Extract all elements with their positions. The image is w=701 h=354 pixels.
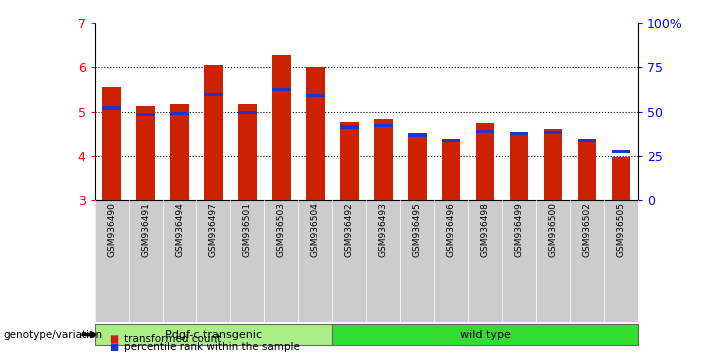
Text: GSM936496: GSM936496 (447, 202, 456, 257)
Bar (306, 67, 325, 200)
Text: GSM936505: GSM936505 (616, 202, 625, 257)
Bar (476, 122, 494, 200)
Bar (510, 133, 529, 200)
Text: percentile rank within the sample: percentile rank within the sample (124, 342, 300, 352)
Bar (204, 65, 223, 200)
Text: genotype/variation: genotype/variation (4, 330, 102, 339)
Text: GSM936497: GSM936497 (209, 202, 218, 257)
Bar (442, 139, 461, 200)
Bar (102, 107, 121, 109)
Text: GSM936499: GSM936499 (515, 202, 524, 257)
Bar (408, 133, 426, 137)
Bar (510, 132, 529, 135)
Bar (374, 124, 393, 127)
Bar (611, 150, 630, 153)
Bar (204, 93, 223, 96)
Bar (238, 104, 257, 200)
Bar (340, 125, 359, 129)
Bar (544, 129, 562, 200)
Bar (476, 130, 494, 133)
Bar (442, 139, 461, 142)
Text: ■: ■ (109, 342, 118, 352)
Text: GSM936502: GSM936502 (583, 202, 592, 257)
Bar (611, 156, 630, 200)
Bar (136, 106, 155, 200)
Bar (170, 112, 189, 115)
Bar (578, 139, 597, 142)
Text: GSM936501: GSM936501 (243, 202, 252, 257)
Text: GSM936491: GSM936491 (141, 202, 150, 257)
Text: GSM936492: GSM936492 (345, 202, 354, 257)
Text: GSM936504: GSM936504 (311, 202, 320, 257)
Bar (170, 104, 189, 200)
Bar (272, 55, 291, 200)
Text: ■: ■ (109, 335, 118, 344)
Text: GSM936495: GSM936495 (413, 202, 422, 257)
Bar (272, 88, 291, 91)
Bar (238, 111, 257, 114)
Text: GSM936493: GSM936493 (379, 202, 388, 257)
Text: GSM936494: GSM936494 (175, 202, 184, 257)
Bar (578, 140, 597, 200)
Bar (544, 131, 562, 134)
Text: GSM936500: GSM936500 (548, 202, 557, 257)
Bar (340, 122, 359, 200)
Bar (374, 119, 393, 200)
Text: GSM936498: GSM936498 (481, 202, 489, 257)
Bar (102, 87, 121, 200)
Bar (136, 113, 155, 116)
Text: transformed count: transformed count (124, 335, 222, 344)
Bar (408, 136, 426, 200)
Text: wild type: wild type (460, 330, 510, 339)
Text: GSM936490: GSM936490 (107, 202, 116, 257)
Text: Pdgf-c transgenic: Pdgf-c transgenic (165, 330, 262, 339)
Text: GSM936503: GSM936503 (277, 202, 286, 257)
Bar (306, 94, 325, 97)
